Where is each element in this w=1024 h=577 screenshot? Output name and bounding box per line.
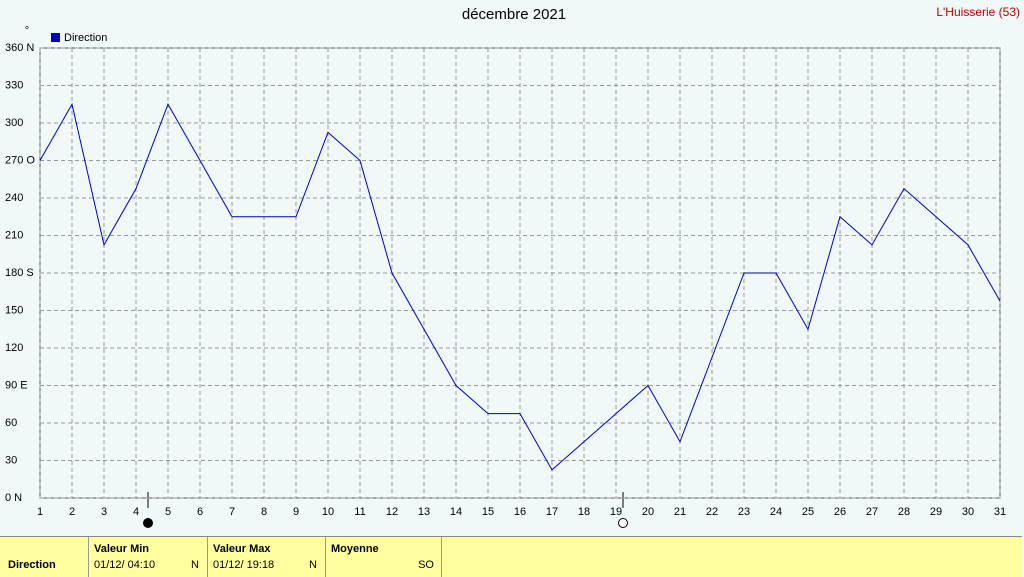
x-tick-label: 17	[546, 506, 558, 518]
x-tick-label: 31	[994, 506, 1006, 518]
y-unit: °	[25, 25, 29, 37]
cell: Valeur Max 01/12/ 19:18 N	[207, 537, 325, 577]
direction: N	[309, 559, 317, 571]
x-tick-label: 18	[578, 506, 590, 518]
x-tick-label: 21	[674, 506, 686, 518]
x-tick-label: 3	[101, 506, 107, 518]
x-tick-label: 27	[866, 506, 878, 518]
x-tick-label: 15	[482, 506, 494, 518]
y-tick-label: 360 N	[5, 42, 34, 54]
x-tick-label: 20	[642, 506, 654, 518]
legend-label: Direction	[64, 32, 107, 44]
y-tick-label: 90 E	[5, 379, 28, 391]
x-tick-label: 26	[834, 506, 846, 518]
x-tick-label: 7	[229, 506, 235, 518]
x-tick-label: 25	[802, 506, 814, 518]
row-label: Direction	[8, 559, 56, 571]
y-tick-label: 240	[5, 192, 23, 204]
summary-table: Direction Valeur Min 01/12/ 04:10 N Vale…	[0, 536, 1022, 577]
date: 01/12/ 19:18	[213, 559, 275, 571]
y-tick-label: 120	[5, 342, 23, 354]
x-tick-label: 9	[293, 506, 299, 518]
y-tick-label: 270 O	[5, 154, 35, 166]
y-tick-label: 0 N	[5, 492, 22, 504]
x-tick-label: 2	[69, 506, 75, 518]
header: Valeur Max	[213, 543, 271, 555]
chart-title: décembre 2021	[462, 6, 566, 23]
direction: N	[191, 559, 199, 571]
x-tick-label: 29	[930, 506, 942, 518]
y-tick-label: 180 S	[5, 267, 34, 279]
x-tick-label: 8	[261, 506, 267, 518]
x-tick-label: 5	[165, 506, 171, 518]
chart: décembre 2021 L'Huisserie (53) ° Directi…	[5, 5, 1020, 528]
x-tick-label: 22	[706, 506, 718, 518]
date: 01/12/ 04:10	[94, 559, 156, 571]
x-tick-label: 19	[610, 506, 622, 518]
y-tick-label: 30	[5, 454, 17, 466]
full-moon	[618, 518, 628, 528]
x-tick-label: 28	[898, 506, 910, 518]
header: Moyenne	[331, 543, 379, 555]
x-tick-label: 30	[962, 506, 974, 518]
location: L'Huisserie (53)	[936, 5, 1020, 19]
x-tick-label: 6	[197, 506, 203, 518]
x-tick-label: 10	[322, 506, 334, 518]
direction: SO	[418, 559, 434, 571]
x-tick-label: 24	[770, 506, 782, 518]
x-tick-label: 23	[738, 506, 750, 518]
x-tick-label: 13	[418, 506, 430, 518]
new-moon	[143, 518, 153, 528]
y-tick-label: 330	[5, 79, 23, 91]
x-tick-label: 1	[37, 506, 43, 518]
x-tick-label: 14	[450, 506, 462, 518]
y-tick-label: 150	[5, 304, 23, 316]
cell: Moyenne SO	[325, 537, 442, 577]
x-tick-label: 12	[386, 506, 398, 518]
y-tick-label: 60	[5, 417, 17, 429]
x-tick-label: 16	[514, 506, 526, 518]
y-tick-label: 300	[5, 117, 23, 129]
header: Valeur Min	[94, 543, 150, 555]
cell: Valeur Min 01/12/ 04:10 N	[88, 537, 207, 577]
y-tick-label: 210	[5, 229, 23, 241]
x-tick-label: 4	[133, 506, 139, 518]
x-tick-label: 11	[354, 506, 365, 518]
legend-swatch	[51, 33, 60, 42]
line	[39, 102, 1001, 471]
